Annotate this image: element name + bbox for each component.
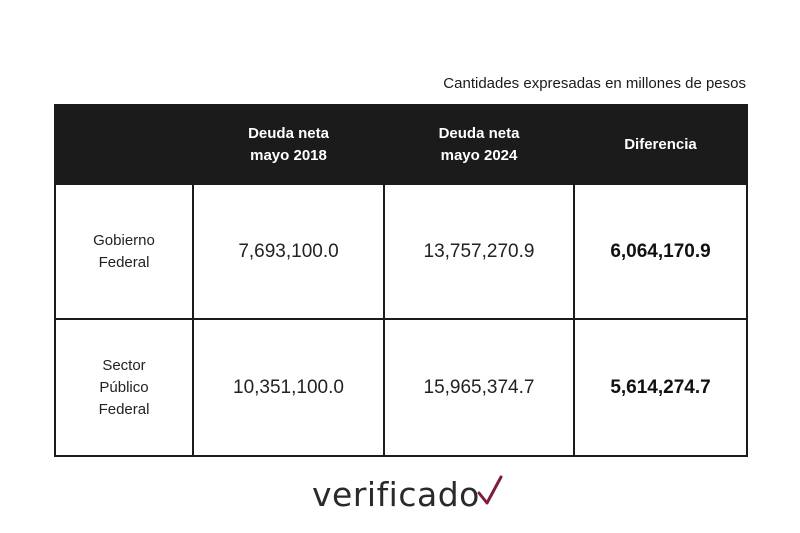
row-label-sector-publico-federal: Sector Público Federal [54,318,194,457]
table-row: Sector Público Federal 10,351,100.0 15,9… [54,318,748,457]
cell-difference: 5,614,274.7 [573,318,748,457]
check-mark-icon [477,475,503,505]
cell-debt-2018: 10,351,100.0 [192,318,385,457]
table-caption: Cantidades expresadas en millones de pes… [443,75,746,92]
header-debt-2018: Deuda neta mayo 2018 [192,104,385,185]
table-header-row: Deuda neta mayo 2018 Deuda neta mayo 202… [54,104,748,185]
verificado-logo: verificado [312,472,504,516]
header-debt-2024: Deuda neta mayo 2024 [383,104,575,185]
cell-debt-2018: 7,693,100.0 [192,183,385,320]
cell-debt-2024: 15,965,374.7 [383,318,575,457]
cell-debt-2024: 13,757,270.9 [383,183,575,320]
cell-difference: 6,064,170.9 [573,183,748,320]
header-empty-cell [54,104,194,185]
table-row: Gobierno Federal 7,693,100.0 13,757,270.… [54,183,748,320]
row-label-gobierno-federal: Gobierno Federal [54,183,194,320]
debt-table: Deuda neta mayo 2018 Deuda neta mayo 202… [54,104,748,457]
header-difference: Diferencia [573,104,748,185]
logo-wordmark: verificado [312,474,480,514]
